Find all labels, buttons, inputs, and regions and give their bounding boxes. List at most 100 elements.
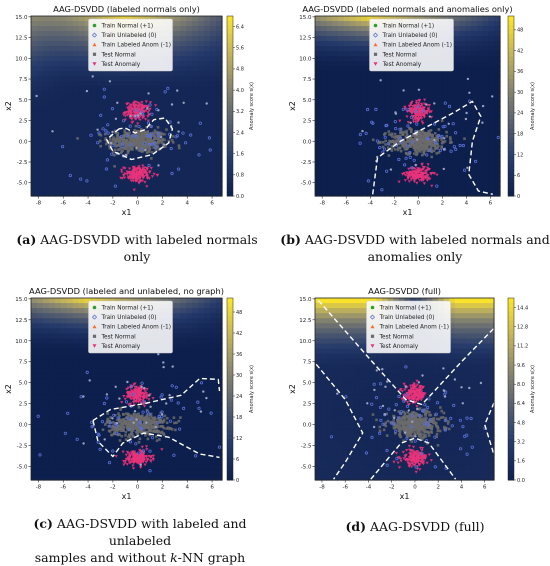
heat-cell <box>379 101 385 107</box>
heat-cell <box>210 51 217 57</box>
heat-cell <box>465 141 471 147</box>
heat-cell <box>192 176 199 182</box>
heat-cell <box>91 435 98 441</box>
y-tick-label: 15.0 <box>15 15 28 21</box>
heat-cell <box>115 171 122 177</box>
heat-cell <box>198 116 205 122</box>
heat-cell <box>37 66 44 72</box>
heat-cell <box>43 71 50 77</box>
heat-cell <box>67 121 74 127</box>
heat-cell <box>67 96 74 102</box>
heat-cell <box>73 344 80 350</box>
heat-cell <box>198 126 205 132</box>
heat-cell <box>344 101 350 107</box>
heat-cell <box>192 81 199 87</box>
colorbar-segment <box>227 57 233 62</box>
legend-label: Test Normal <box>101 52 137 58</box>
heat-cell <box>43 86 50 92</box>
heat-cell <box>210 156 217 162</box>
heat-cell <box>31 141 38 147</box>
heat-cell <box>49 121 56 127</box>
heat-cell <box>436 111 442 117</box>
train-unlabeled-point <box>125 154 127 156</box>
heat-cell <box>448 156 454 162</box>
heat-cell <box>344 51 350 57</box>
train-unlabeled-point <box>177 130 179 132</box>
heat-cell <box>37 166 44 172</box>
heat-cell <box>55 146 62 152</box>
heat-cell <box>43 384 50 390</box>
heat-cell <box>186 76 193 82</box>
heat-cell <box>91 369 98 375</box>
colorbar-segment <box>227 151 233 156</box>
heat-cell <box>367 146 373 152</box>
heat-cell <box>49 374 56 380</box>
heat-cell <box>67 414 74 420</box>
train-unlabeled-point <box>206 102 208 104</box>
heat-cell <box>97 384 104 390</box>
colorbar-segment <box>508 93 514 98</box>
train-unlabeled-point <box>448 123 450 125</box>
heat-cell <box>97 359 104 365</box>
heat-cell <box>91 176 98 182</box>
test-normal-point <box>421 154 424 157</box>
heat-cell <box>61 440 68 446</box>
heat-cell <box>350 66 356 72</box>
test-normal-point <box>163 133 166 136</box>
colorbar-tick-label: 1.6 <box>236 151 244 157</box>
heat-cell <box>321 166 327 172</box>
heat-cell <box>61 16 68 22</box>
heat-cell <box>37 435 44 441</box>
heat-cell <box>31 146 38 152</box>
colorbar-segment <box>508 111 514 116</box>
heat-cell <box>79 26 86 32</box>
y-axis-label: x2 <box>4 101 13 111</box>
heat-cell <box>73 41 80 47</box>
heat-cell <box>488 136 494 142</box>
heat-cell <box>73 404 80 410</box>
heat-cell <box>488 116 494 122</box>
heat-cell <box>168 161 175 167</box>
test-normal-point <box>122 139 125 142</box>
heat-cell <box>55 136 62 142</box>
heat-cell <box>49 409 56 415</box>
heat-cell <box>448 106 454 112</box>
heat-cell <box>162 76 169 82</box>
heat-cell <box>384 96 390 102</box>
heat-cell <box>488 186 494 192</box>
heat-cell <box>483 136 489 142</box>
colorbar-segment <box>508 88 514 93</box>
heat-cell <box>85 96 92 102</box>
heat-cell <box>408 86 414 92</box>
heat-cell <box>198 26 205 32</box>
heat-cell <box>379 81 385 87</box>
heat-cell <box>210 141 217 147</box>
heat-cell <box>49 91 56 97</box>
heat-cell <box>442 181 448 187</box>
heat-cell <box>67 455 74 461</box>
heat-cell <box>483 76 489 82</box>
train-unlabeled-point <box>134 115 136 117</box>
heat-cell <box>367 91 373 97</box>
heat-cell <box>373 86 379 92</box>
legend-label: Test Anomaly <box>382 62 422 68</box>
heat-cell <box>61 176 68 182</box>
heat-cell <box>67 26 74 32</box>
heat-cell <box>198 176 205 182</box>
train-unlabeled-point <box>96 129 98 131</box>
heat-cell <box>168 106 175 112</box>
legend-marker-train-normal <box>93 24 97 28</box>
heat-cell <box>85 470 92 476</box>
heat-cell <box>327 86 333 92</box>
test-normal-point <box>113 165 116 168</box>
legend-label: Train Normal (+1) <box>101 24 154 30</box>
heat-cell <box>180 51 187 57</box>
heat-cell <box>97 86 104 92</box>
heat-cell <box>327 46 333 52</box>
heat-cell <box>31 424 38 430</box>
heat-cell <box>384 176 390 182</box>
heat-cell <box>344 126 350 132</box>
heat-cell <box>37 171 44 177</box>
heat-cell <box>67 369 74 375</box>
heat-cell <box>344 91 350 97</box>
